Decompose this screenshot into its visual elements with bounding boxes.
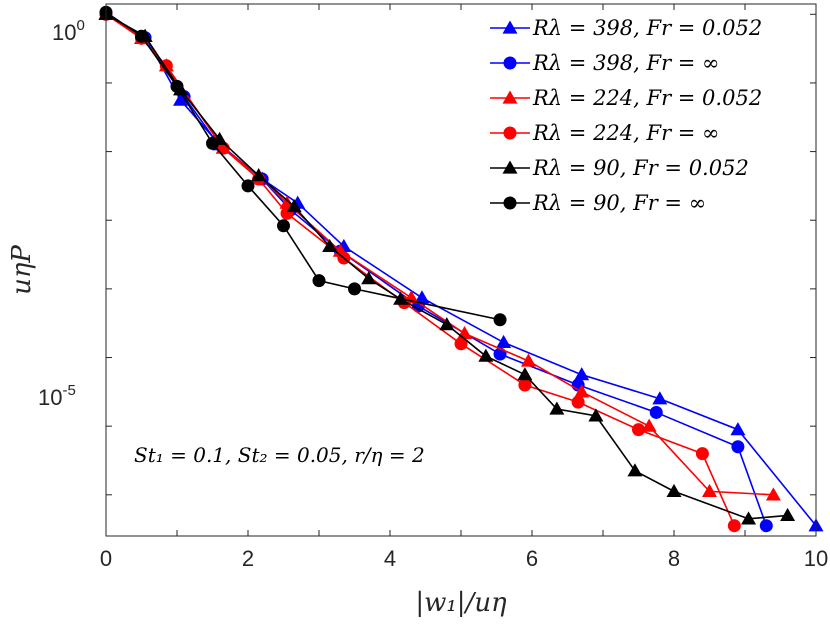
data-point [348, 282, 361, 296]
data-point [251, 168, 267, 182]
legend-marker-sample [503, 126, 517, 140]
x-tick-label: 8 [668, 546, 680, 571]
data-point [496, 334, 512, 349]
legend-marker-sample [503, 56, 517, 70]
data-point [649, 405, 663, 419]
data-point [170, 79, 184, 93]
y-tick-base: 10 [52, 20, 76, 45]
series-line [105, 13, 736, 527]
data-point [135, 29, 148, 43]
y-tick-base: 10 [38, 385, 62, 410]
data-point [727, 519, 741, 533]
data-point [574, 384, 590, 398]
legend-label: Rλ = 224, Fr = ∞ [532, 121, 720, 145]
series-line [105, 13, 788, 520]
data-point [277, 219, 290, 233]
legend-marker-sample [502, 20, 518, 34]
data-point [241, 179, 255, 193]
x-tick-label: 0 [100, 546, 112, 571]
legend-marker-sample [502, 160, 518, 174]
x-tick-label: 2 [242, 546, 254, 571]
y-tick-exponent: 0 [76, 17, 84, 34]
x-tick-label: 4 [384, 546, 396, 571]
legend-label: Rλ = 398, Fr = ∞ [532, 51, 720, 75]
data-point [517, 367, 533, 381]
data-point [549, 401, 565, 415]
series-6 [99, 5, 507, 327]
data-point [574, 367, 590, 381]
parameter-annotation: St₁ = 0.1, St₂ = 0.05, r/η = 2 [134, 443, 425, 467]
data-point [206, 136, 219, 150]
data-point [478, 348, 494, 362]
data-point [518, 378, 532, 392]
data-point [588, 408, 604, 422]
y-axis-label: uηP [7, 245, 37, 295]
data-point [731, 440, 745, 454]
x-axis-label: |w₁|/uη [415, 588, 507, 618]
plot-area [106, 4, 816, 536]
data-point [493, 313, 507, 327]
data-point [666, 483, 682, 498]
data-point [632, 423, 645, 437]
legend-label: Rλ = 398, Fr = 0.052 [532, 16, 762, 40]
legend-label: Rλ = 90, Fr = ∞ [532, 191, 706, 215]
y-tick-label: 100 [52, 17, 85, 45]
y-tick-exponent: -5 [62, 382, 75, 399]
data-point [730, 422, 746, 436]
data-point [695, 447, 709, 461]
data-point [641, 418, 657, 432]
x-tick-labels: 0 2 4 6 8 10 [100, 546, 828, 571]
data-point [702, 483, 717, 498]
data-point [571, 395, 585, 409]
x-tick-label: 10 [804, 546, 828, 571]
data-point [439, 317, 455, 331]
plot-frame [105, 3, 817, 537]
y-tick-label: 10-5 [38, 382, 76, 410]
legend-marker-sample [502, 90, 518, 104]
data-point [759, 519, 773, 533]
data-point [286, 199, 302, 213]
legend-marker-sample [503, 196, 517, 210]
series-layer [98, 5, 824, 533]
data-point [361, 271, 377, 285]
data-point [322, 238, 338, 252]
data-point [780, 507, 796, 522]
y-tick-labels: 100 10-5 [38, 17, 85, 410]
data-point [454, 337, 468, 351]
data-point [312, 274, 326, 288]
data-point [520, 353, 536, 367]
legend: Rλ = 398, Fr = 0.052 Rλ = 398, Fr = ∞ Rλ… [490, 16, 762, 215]
data-point [627, 463, 643, 477]
legend-label: Rλ = 90, Fr = 0.052 [532, 156, 749, 180]
x-tick-label: 6 [526, 546, 538, 571]
data-point [652, 391, 668, 405]
data-point [765, 487, 781, 501]
legend-label: Rλ = 224, Fr = 0.052 [532, 86, 762, 110]
data-point [741, 511, 757, 525]
